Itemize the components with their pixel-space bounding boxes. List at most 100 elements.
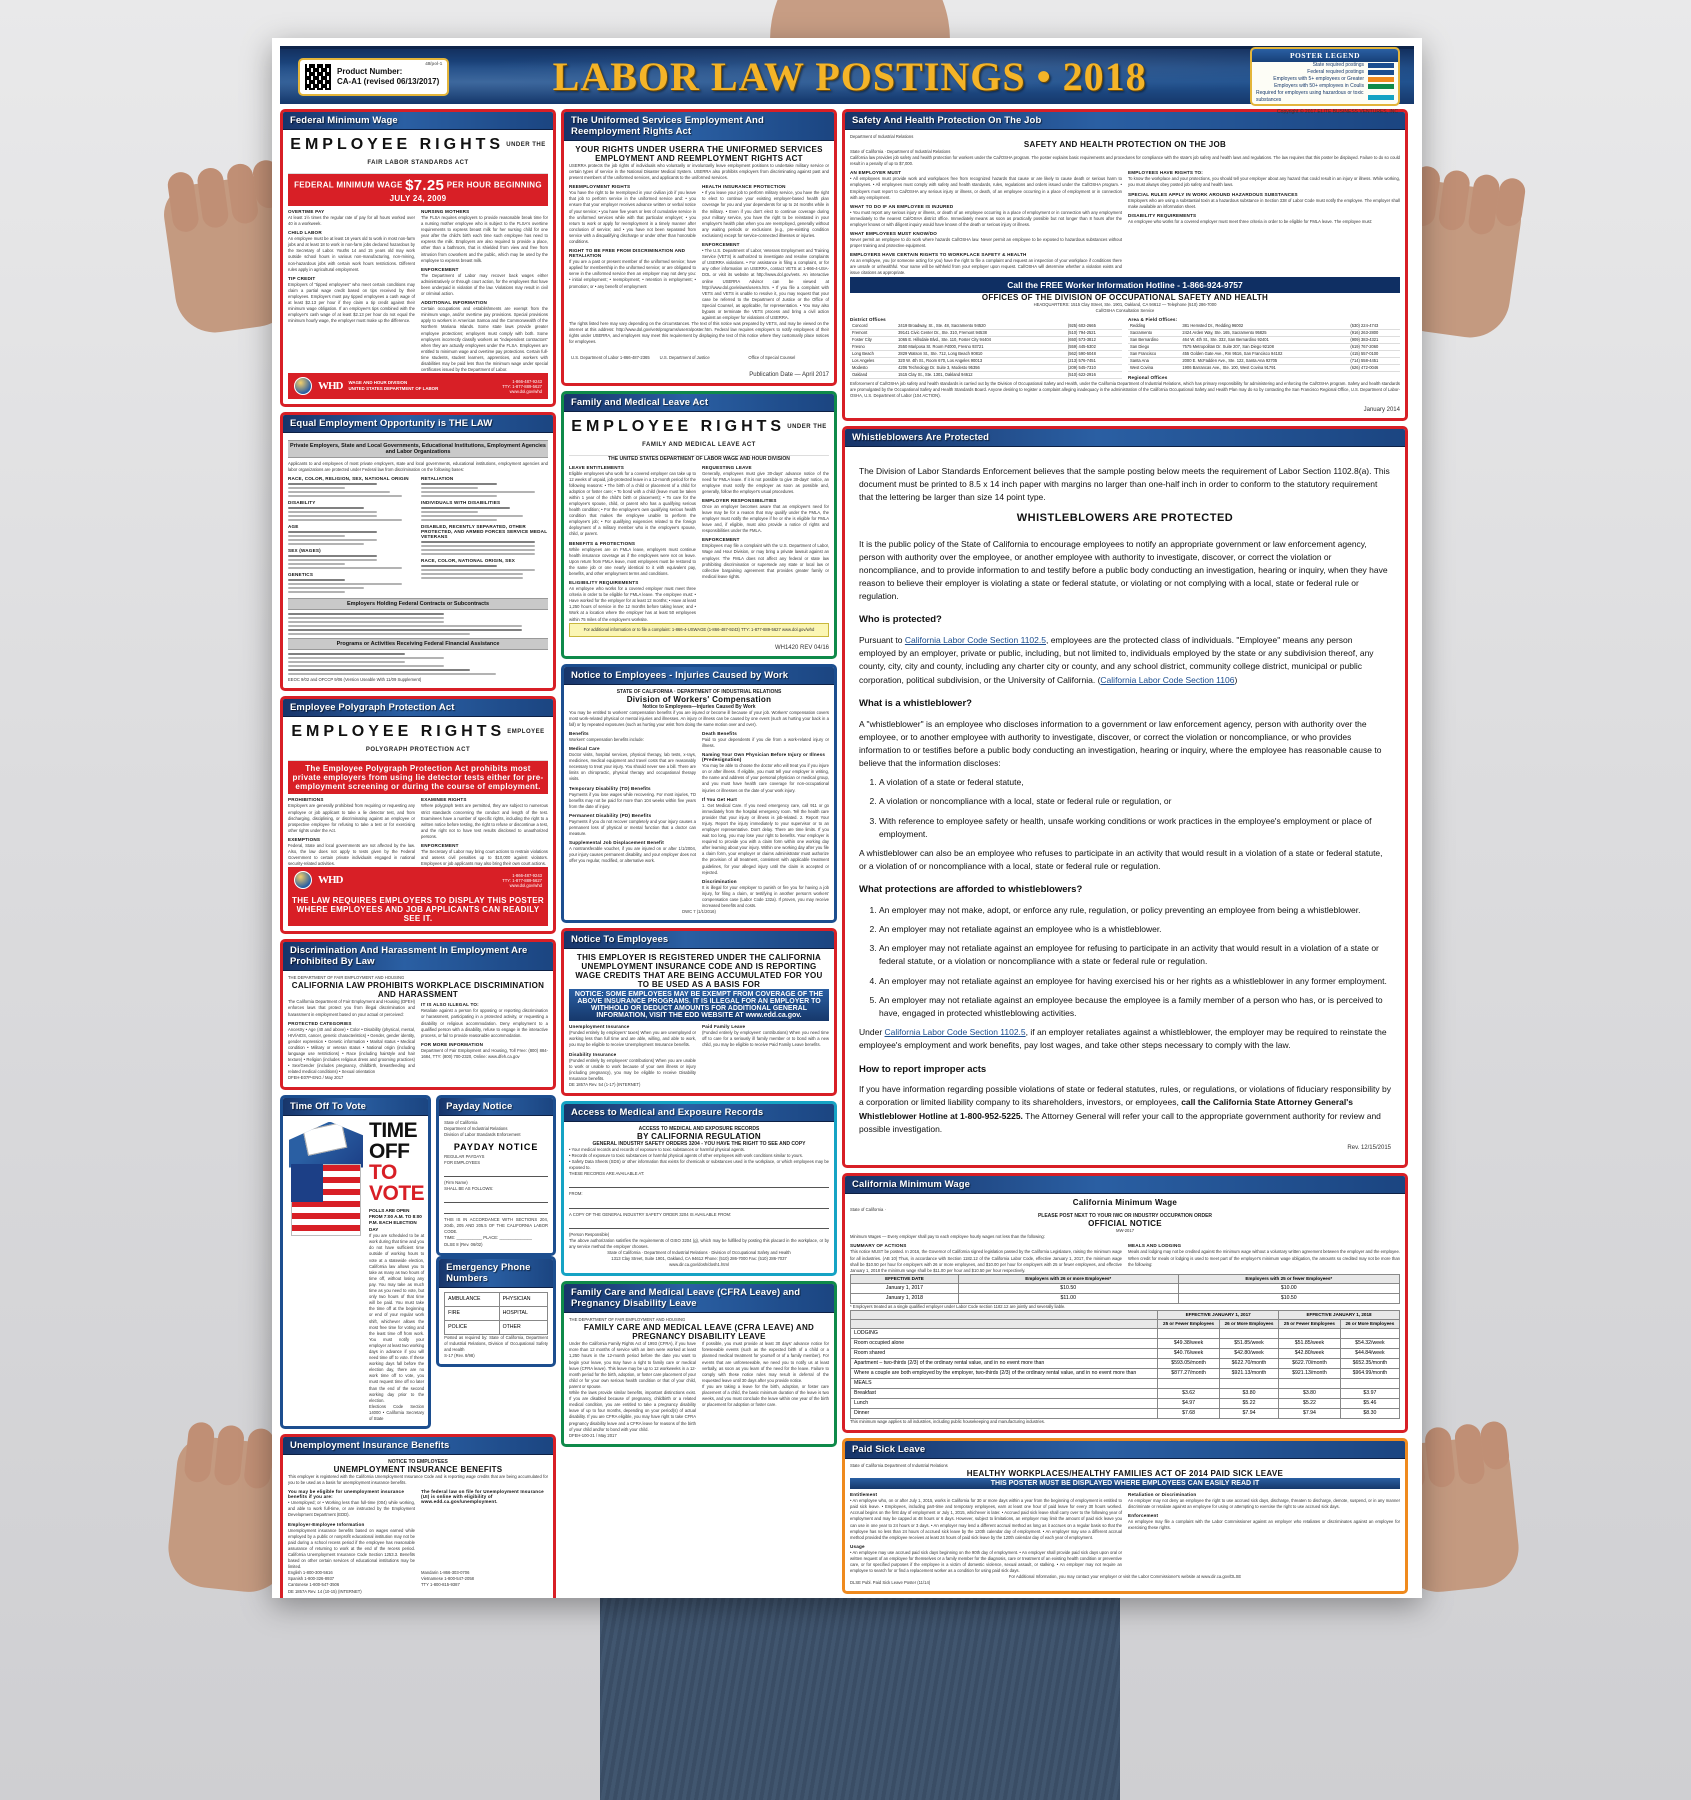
panel-body: Department of Industrial Relations SAFETY… [845,130,1405,418]
worker-hotline[interactable]: Call the FREE Worker Information Hotline… [850,277,1400,293]
table-row: Oakland 1515 Clay St., Ste. 1301, Oakland… [850,371,1122,378]
panel-body: EMPLOYEE RIGHTS EMPLOYEE POLYGRAPH PROTE… [283,717,553,931]
section-text: Federal, State and local governments are… [288,843,415,867]
footer-note: The rights listed here may vary dependin… [569,321,829,345]
office-phone: Cantonese 1-800-547-3506 [288,1582,415,1588]
payday-field-2[interactable] [444,1195,548,1203]
form-field-line[interactable] [569,1180,829,1188]
office-name: Santa Ana [1128,357,1180,364]
office-phone[interactable]: (415) 557-0100 [1348,350,1400,357]
panel-header: California Minimum Wage [845,1176,1405,1194]
section-heading: ENFORCEMENT [421,267,548,272]
office-phone[interactable]: (916) 263-2800 [1348,329,1400,336]
product-number-label: Product Number: [337,67,439,77]
section-heading: Supplemental Job Displacement Benefit [569,840,696,845]
table-cell[interactable]: POLICE [445,1320,499,1334]
table-cell[interactable]: HOSPITAL [499,1306,547,1320]
osha-offices-title: OFFICES OF THE DIVISION OF OCCUPATIONAL … [850,293,1400,302]
section-text: At least 1½ times the regular rate of pa… [288,215,415,227]
office-address: 2000 E. McFadden Ave., Ste. 122, Santa A… [1180,357,1348,364]
table-cell: Dinner [851,1408,1158,1418]
table-cell: $622.70/month [1219,1358,1278,1368]
section-text: • An employee who, on or after July 1, 2… [850,1498,1122,1541]
form-number: DE 1857A Rev. 14 (10-15) (INTERNET) [288,1589,548,1595]
table-row: Room occupied alone $49.38/week $51.85/wee… [851,1338,1400,1348]
office-phone[interactable]: (209) 545-7310 [1066,364,1122,371]
legend-label: Federal required postings [1307,69,1364,76]
labor-code-link-1102-5[interactable]: California Labor Code Section 1102.5 [905,635,1046,645]
list-item: An employer may not retaliate against an… [879,994,1391,1020]
office-phone[interactable]: (650) 573-3812 [1066,336,1122,343]
section-text: As an employee, you (or someone acting f… [850,258,1122,276]
office-phone[interactable]: (909) 383-4321 [1348,336,1400,343]
office-address: 320 W. 4th St., Room 670, Los Angeles 90… [896,357,1066,364]
office-phone[interactable]: (559) 445-5302 [1066,343,1122,350]
table-header-cell: EFFECTIVE JANUARY 1, 2018 [1279,1310,1400,1319]
panel-body: State of California Department of Industr… [439,1116,553,1253]
panel-body: EMPLOYEE RIGHTS UNDER THE FAIR LABOR STA… [283,130,553,404]
section-text: Payments if you lose wages while recover… [569,792,696,810]
table-cell: $44.84/week [1340,1348,1399,1358]
table-cell [1158,1378,1220,1388]
whd-website[interactable]: www.dol.gov/whd [502,883,542,888]
panel-discrimination-harassment: Discrimination And Harassment In Employm… [280,939,556,1089]
section-heading: Discrimination [702,879,829,884]
table-cell[interactable]: FIRE [445,1306,499,1320]
office-phone[interactable]: (510) 622-2916 [1066,371,1122,378]
attorney-general-hotline[interactable]: call the California State Attorney Gener… [859,1097,1353,1120]
table-cell[interactable]: AMBULANCE [445,1292,499,1306]
whd-website[interactable]: www.dol.gov/whd [502,389,542,394]
form-field-line[interactable] [569,1201,829,1209]
emergency-form-no: S-17 (Rev. 8/98) [444,1353,548,1359]
payday-field-3[interactable] [444,1206,548,1214]
form-field-line[interactable] [569,1221,829,1229]
legend-label: Required for employers using hazardous o… [1256,90,1364,104]
labor-code-link-1102-5-b[interactable]: California Labor Code Section 1102.5 [885,1027,1026,1037]
section-heading: Unemployment Insurance [569,1024,696,1029]
table-cell [1279,1328,1341,1338]
office-phone[interactable]: (213) 576-7451 [1066,357,1122,364]
panel-title-2: BY CALIFORNIA REGULATION [569,1132,829,1141]
agency-name: U.S. Department of Labor 1-866-487-2365 [571,355,650,360]
time-off-line-1: TIME OFF [369,1120,424,1162]
labor-code-link-1106[interactable]: California Labor Code Section 1106 [1100,675,1234,685]
section-heading: Employer-Employee Information [288,1522,415,1527]
office-phone[interactable]: (562) 590-5048 [1066,350,1122,357]
section-text: • All employees must provide work and wo… [850,176,1122,200]
payday-field-1[interactable] [444,1169,548,1177]
list-item: A violation of a state or federal statut… [879,776,1391,789]
agency-name: Office of Special Counsel [748,355,795,360]
text-line [421,577,523,579]
section-text: An employee must be at least 16 years ol… [288,236,415,273]
office-phone[interactable]: (510) 794-2521 [1066,329,1122,336]
office-phone[interactable]: (626) 472-0046 [1348,364,1400,371]
whd-tty[interactable]: TTY: 1-877-889-5627 [502,384,542,389]
minimum-wage-amount: $7.25 [405,177,444,194]
panel-subtitle: Private Employers, State and Local Gover… [288,440,548,458]
office-phone[interactable]: (714) 558-4451 [1348,357,1400,364]
office-address: 1906 Barrancas Ave., Ste. 100, West Covi… [1180,364,1348,371]
agency-website[interactable]: www.dir.ca.gov/dosh/dosh1.html [569,1262,829,1268]
table-cell[interactable]: OTHER [499,1320,547,1334]
section-text: Meals and lodging may not be credited ag… [1128,1249,1400,1267]
table-row: Santa Ana 2000 E. McFadden Ave., Ste. 122… [1128,357,1400,364]
section-heading: SUMMARY OF ACTIONS [850,1243,1122,1248]
text-line [288,665,444,667]
section-text: Employers are generally prohibited from … [288,803,415,833]
office-phone[interactable]: (619) 767-2060 [1348,343,1400,350]
section-text: Generally, employees must give 30-days' … [702,471,829,495]
text-line [421,553,535,555]
product-number-value: CA-A1 (revised 06/13/2017) [337,77,439,87]
employee-rights-title: EMPLOYEE RIGHTS [571,418,785,435]
table-cell: Breakfast [851,1388,1158,1398]
text-line [288,511,377,513]
panel-intro: You may be entitled to workers' compensa… [569,710,829,728]
section-heading: EXEMPTIONS [288,837,415,842]
table-row: January 1, 2018 $11.00 $10.50 [851,1293,1400,1303]
table-cell[interactable]: PHYSICIAN [499,1292,547,1306]
list-item: An employer may not retaliate against an… [879,923,1391,936]
text-line [288,669,470,671]
dol-seal-icon [294,377,312,395]
section-heading: ENFORCEMENT [702,242,829,247]
panel-title: SAFETY AND HEALTH PROTECTION ON THE JOB [850,140,1400,149]
